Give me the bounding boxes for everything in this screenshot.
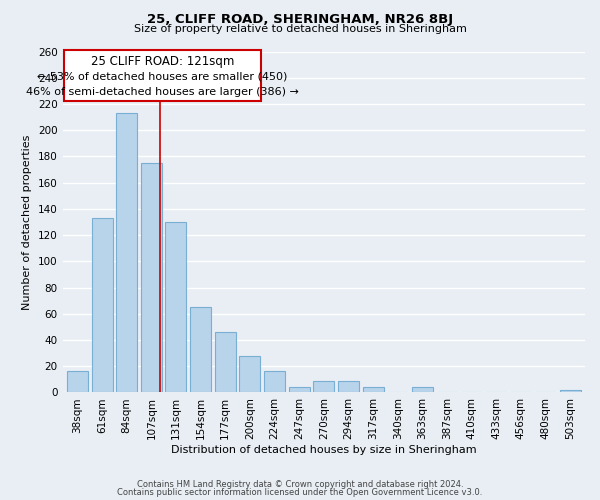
Bar <box>289 387 310 392</box>
Bar <box>338 380 359 392</box>
Text: 25 CLIFF ROAD: 121sqm: 25 CLIFF ROAD: 121sqm <box>91 56 234 68</box>
Bar <box>166 222 187 392</box>
Bar <box>215 332 236 392</box>
Bar <box>560 390 581 392</box>
Bar <box>190 307 211 392</box>
Text: 46% of semi-detached houses are larger (386) →: 46% of semi-detached houses are larger (… <box>26 87 299 97</box>
Bar <box>412 387 433 392</box>
Bar <box>141 163 162 392</box>
Text: Size of property relative to detached houses in Sheringham: Size of property relative to detached ho… <box>134 24 466 34</box>
Text: Contains HM Land Registry data © Crown copyright and database right 2024.: Contains HM Land Registry data © Crown c… <box>137 480 463 489</box>
Bar <box>116 113 137 392</box>
X-axis label: Distribution of detached houses by size in Sheringham: Distribution of detached houses by size … <box>171 445 476 455</box>
Bar <box>67 372 88 392</box>
Bar <box>239 356 260 393</box>
Text: ← 53% of detached houses are smaller (450): ← 53% of detached houses are smaller (45… <box>37 71 287 81</box>
Text: 25, CLIFF ROAD, SHERINGHAM, NR26 8BJ: 25, CLIFF ROAD, SHERINGHAM, NR26 8BJ <box>147 12 453 26</box>
Y-axis label: Number of detached properties: Number of detached properties <box>22 134 32 310</box>
Bar <box>264 372 285 392</box>
Bar <box>92 218 113 392</box>
Bar <box>362 387 383 392</box>
Text: Contains public sector information licensed under the Open Government Licence v3: Contains public sector information licen… <box>118 488 482 497</box>
Bar <box>64 50 261 102</box>
Bar <box>313 380 334 392</box>
